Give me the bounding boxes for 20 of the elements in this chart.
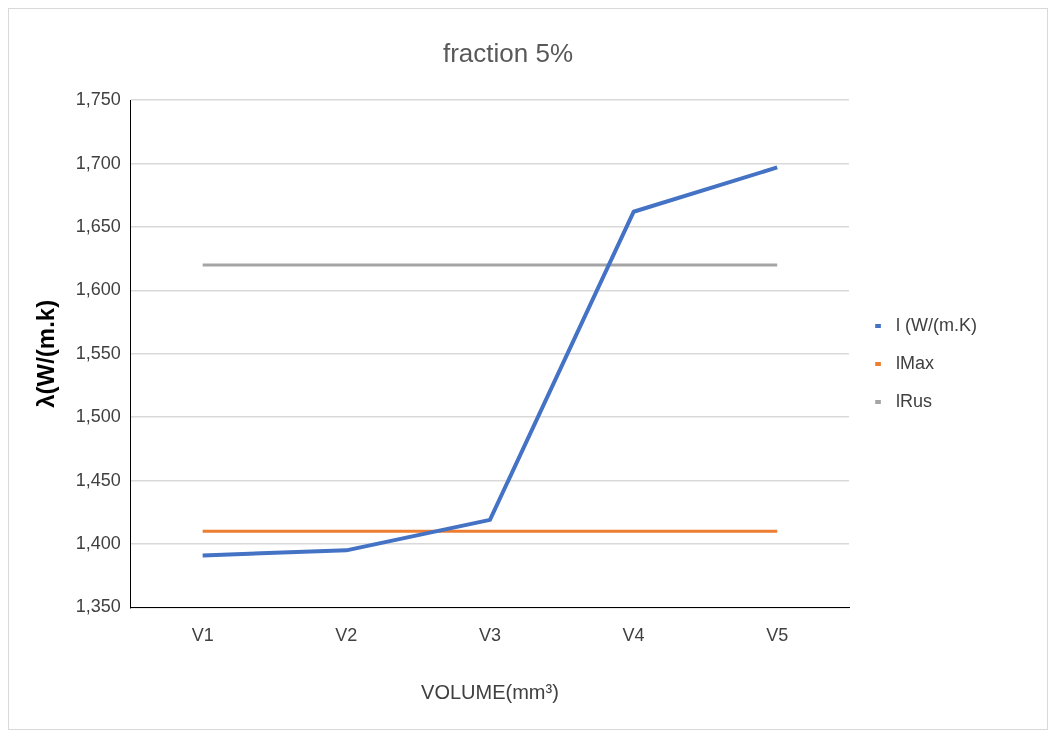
y-tick-label: 1,450: [75, 469, 121, 490]
x-tick-label: V5: [766, 625, 789, 646]
y-tick-label: 1,400: [75, 532, 121, 553]
x-tick-label: V4: [622, 625, 645, 646]
legend-label: lMax: [896, 352, 935, 373]
y-tick-label: 1,550: [75, 342, 121, 363]
x-tick-label: V2: [335, 625, 358, 646]
x-axis-title: VOLUME(mm³): [421, 680, 559, 703]
y-tick-label: 1,700: [75, 152, 121, 173]
y-tick-label: 1,500: [75, 406, 121, 427]
legend-label: l (W/(m.K): [896, 314, 978, 335]
y-tick-label: 1,650: [75, 215, 121, 236]
y-axis-title: λ(W/(m.k): [32, 299, 60, 408]
x-tick-label: V1: [191, 625, 214, 646]
y-tick-label: 1,600: [75, 279, 121, 300]
y-tick-label: 1,350: [75, 596, 121, 617]
legend-label: lRus: [896, 390, 933, 411]
y-tick-label: 1,750: [75, 89, 121, 110]
x-tick-label: V3: [478, 625, 501, 646]
chart-title: fraction 5%: [442, 37, 574, 68]
